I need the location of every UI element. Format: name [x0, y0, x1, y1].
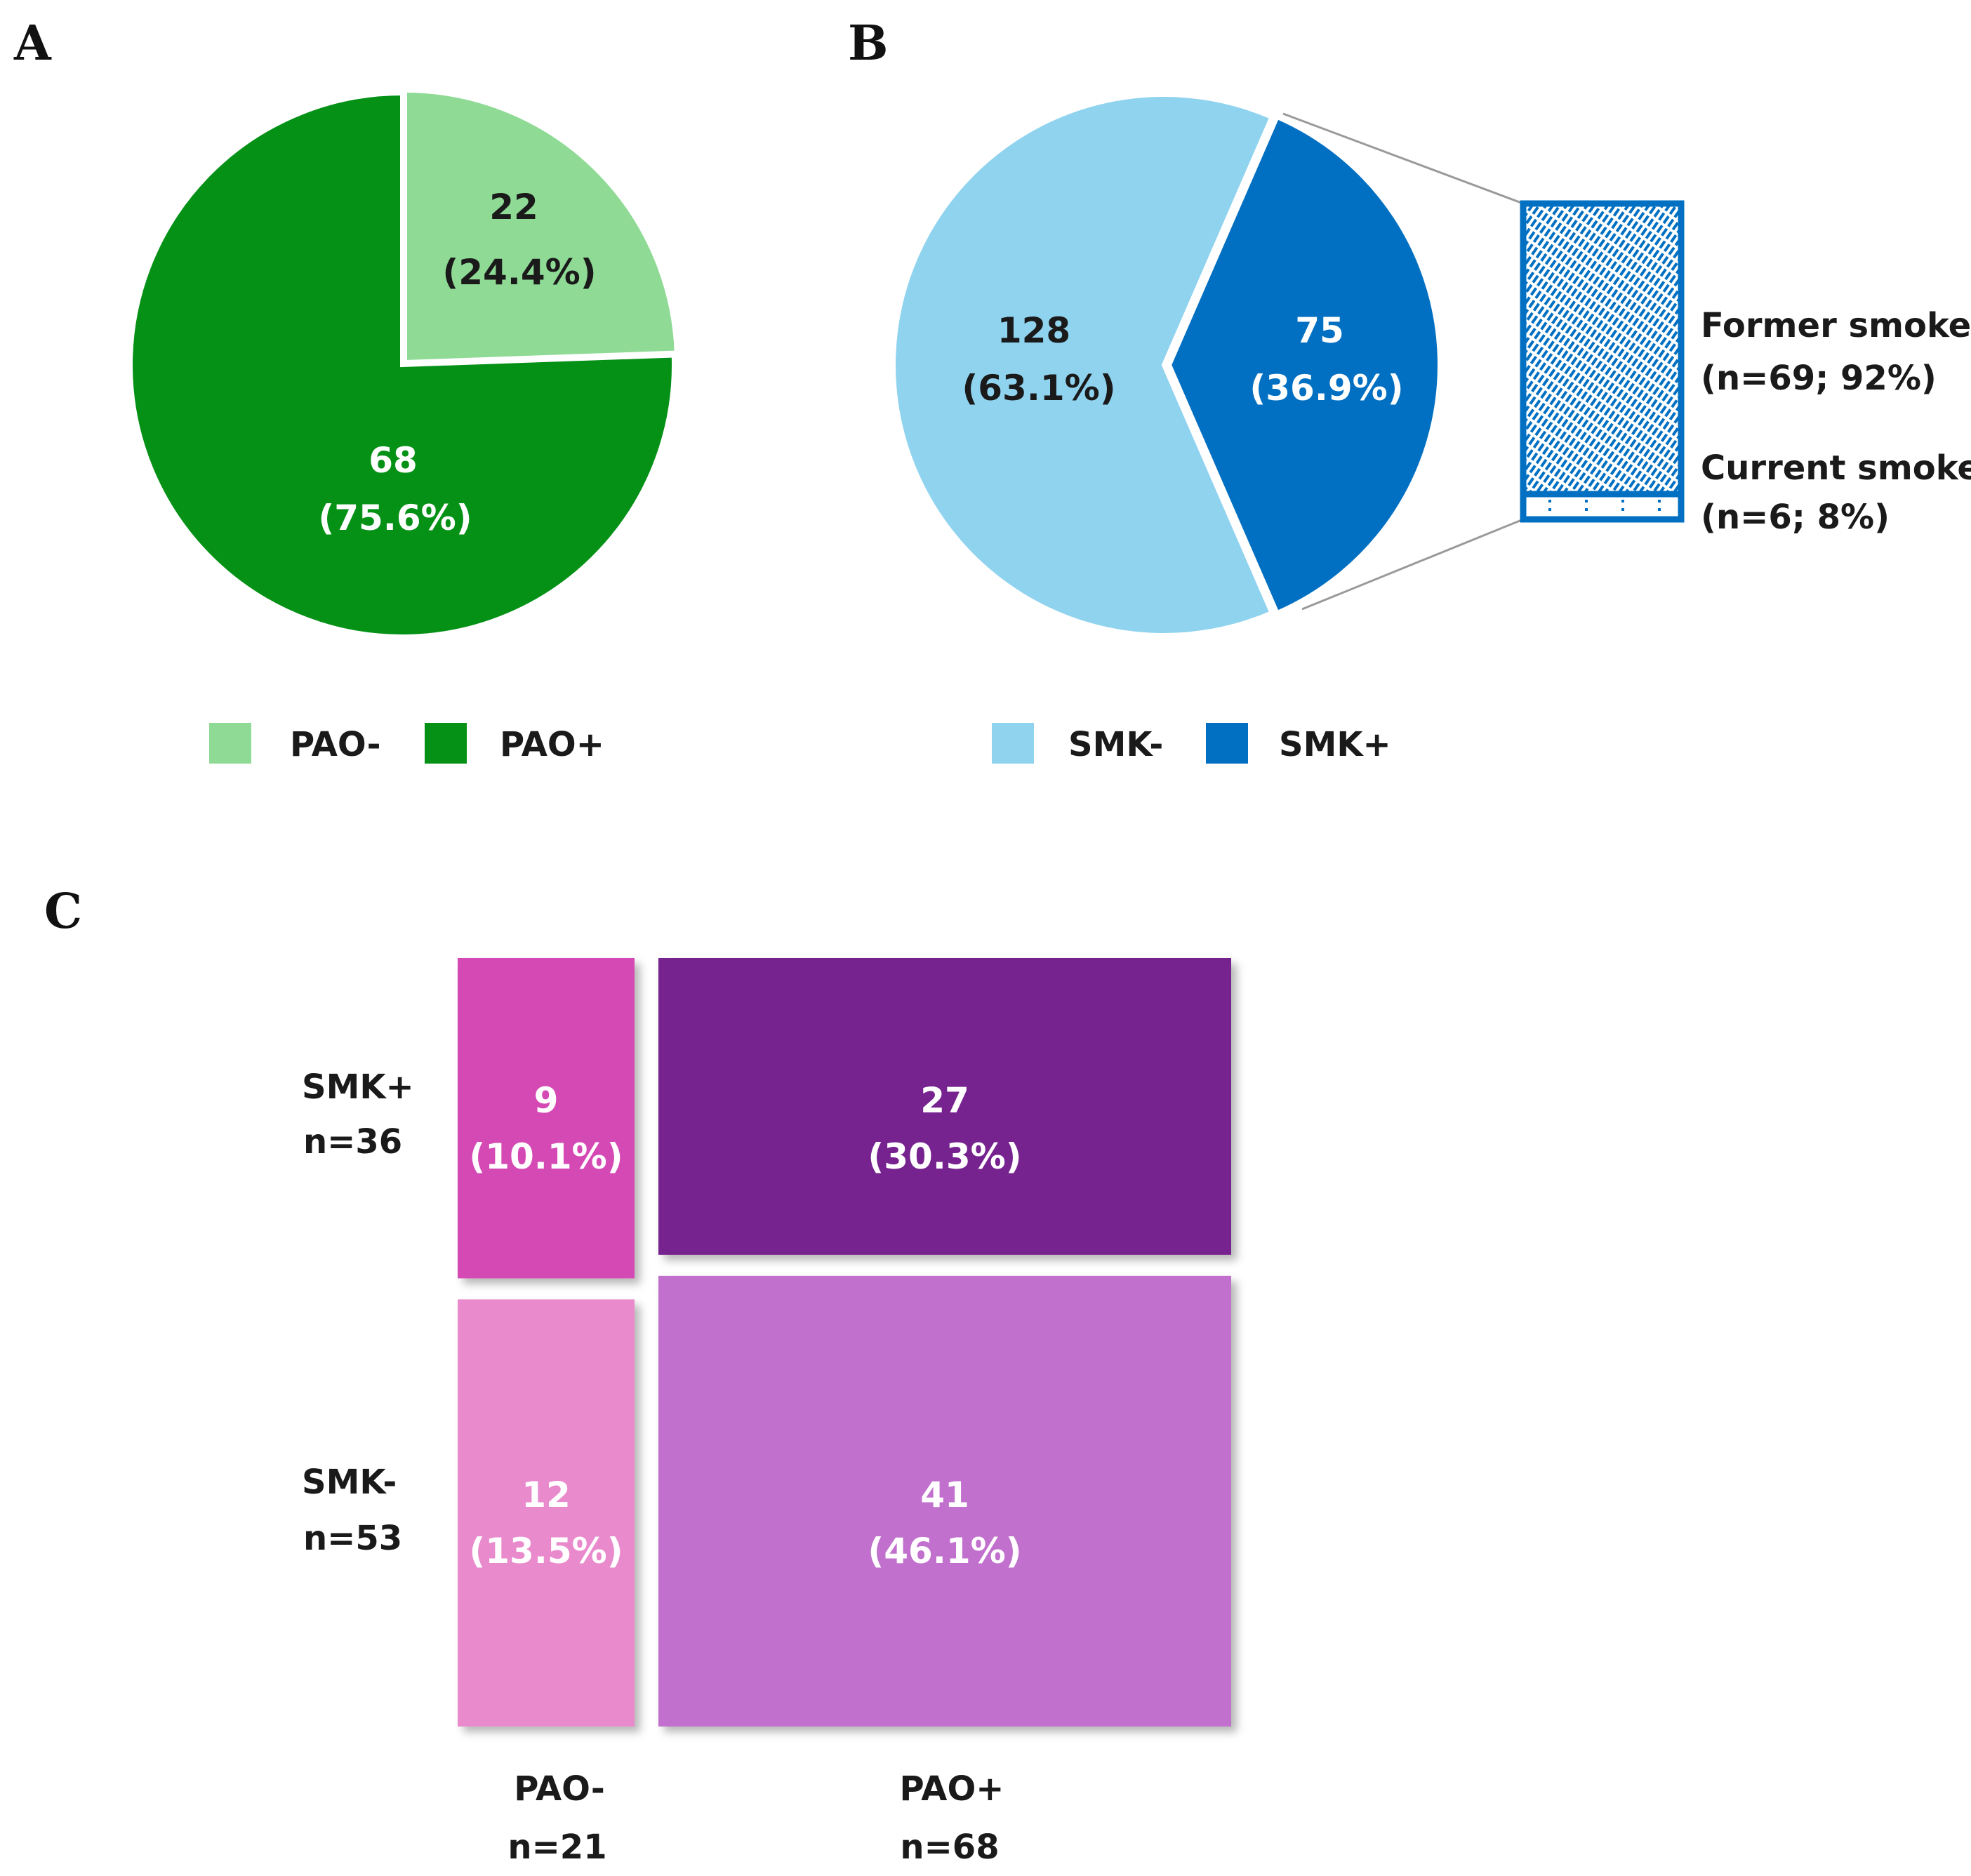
mosaic-cell-smk-pos-pao-neg [458, 958, 635, 1279]
breakdown-labels: Former smoker (n=69; 92%) Current smoker… [1701, 306, 1971, 537]
mosaic-cell-value: 27 [920, 1080, 969, 1121]
breakdown-current-label: (n=6; 8%) [1701, 498, 1890, 537]
col-n-pao-neg: n=21 [507, 1828, 606, 1867]
legend-a-label-pao-pos: PAO+ [500, 725, 604, 764]
breakdown-connectors [1282, 112, 1524, 611]
mosaic-cell-smk-neg-pao-neg [458, 1299, 635, 1727]
panel-a-letter: A [13, 15, 52, 72]
pie-b-slice-smk-pos-value: 75 [1295, 310, 1344, 351]
pie-chart-smk [891, 93, 1442, 637]
mosaic-cell-percent: (13.5%) [469, 1531, 623, 1571]
pie-slice-pao-pos [128, 91, 676, 639]
mosaic-cell-value: 9 [534, 1080, 559, 1121]
breakdown-former-name: Former smoker [1701, 306, 1971, 345]
pie-b-labels: 128 (63.1%) 75 (36.9%) [962, 310, 1403, 408]
legend-a: PAO- PAO+ [209, 723, 604, 764]
legend-b-swatch-smk-neg [992, 723, 1034, 764]
row-label-smk-pos: SMK+ [302, 1067, 414, 1107]
mosaic-cell-percent: (10.1%) [469, 1136, 623, 1177]
legend-b-label-smk-pos: SMK+ [1279, 725, 1391, 764]
mosaic-row-labels: SMK+ n=36 SMK- n=53 [302, 1067, 414, 1558]
breakdown-segment-current-smoker [1520, 491, 1685, 523]
row-n-smk-pos: n=36 [303, 1122, 402, 1162]
pie-a-slice-pao-pos-percent: (75.6%) [318, 498, 472, 538]
legend-a-swatch-pao-neg [209, 723, 251, 764]
panel-c-letter: C [44, 884, 82, 940]
col-n-pao-pos: n=68 [900, 1828, 999, 1867]
legend-a-label-pao-neg: PAO- [290, 725, 381, 764]
pie-a-slice-pao-pos-value: 68 [369, 440, 418, 481]
row-label-smk-neg: SMK- [302, 1463, 397, 1502]
pie-b-slice-smk-pos-percent: (36.9%) [1249, 368, 1403, 408]
panel-b-letter: B [848, 15, 888, 72]
pie-a-labels: 22 (24.4%) 68 (75.6%) [318, 187, 596, 538]
mosaic-cell-labels: 9 (10.1%) 12 (13.5%) 27 (30.3%) 41 (46.1%) [469, 1080, 1021, 1571]
pie-b-slice-smk-neg-value: 128 [997, 310, 1070, 351]
pie-slice-pao-neg [403, 88, 679, 365]
legend-a-swatch-pao-pos [425, 723, 467, 764]
pie-chart-pao [128, 88, 679, 639]
row-n-smk-neg: n=53 [303, 1519, 402, 1558]
mosaic-cell-smk-pos-pao-pos [658, 958, 1231, 1255]
legend-b-label-smk-neg: SMK- [1068, 725, 1163, 764]
legend-b-swatch-smk-pos [1206, 723, 1248, 764]
mosaic-cell-percent: (46.1%) [868, 1531, 1021, 1571]
smoker-breakdown-bar [1520, 200, 1685, 523]
mosaic-cell-value: 41 [920, 1475, 969, 1515]
breakdown-segment-former-smoker [1520, 200, 1685, 498]
pie-slice-smk-pos [1167, 114, 1442, 616]
pie-a-slice-pao-neg-percent: (24.4%) [442, 252, 596, 293]
col-label-pao-pos: PAO+ [900, 1769, 1004, 1809]
legend-b: SMK- SMK+ [992, 723, 1391, 764]
mosaic-cell-value: 12 [522, 1475, 571, 1515]
pie-b-slice-smk-neg-percent: (63.1%) [962, 368, 1115, 408]
mosaic-cell-percent: (30.3%) [868, 1136, 1021, 1177]
mosaic-chart [458, 958, 1231, 1727]
breakdown-former-label: (n=69; 92%) [1701, 359, 1937, 398]
pie-slice-smk-neg [891, 93, 1275, 637]
col-label-pao-neg: PAO- [514, 1769, 605, 1809]
breakdown-current-name: Current smoker [1701, 448, 1971, 488]
pie-a-slice-pao-neg-value: 22 [489, 187, 538, 227]
mosaic-cell-smk-neg-pao-pos [658, 1275, 1231, 1727]
mosaic-column-labels: PAO- n=21 PAO+ n=68 [507, 1769, 1004, 1867]
